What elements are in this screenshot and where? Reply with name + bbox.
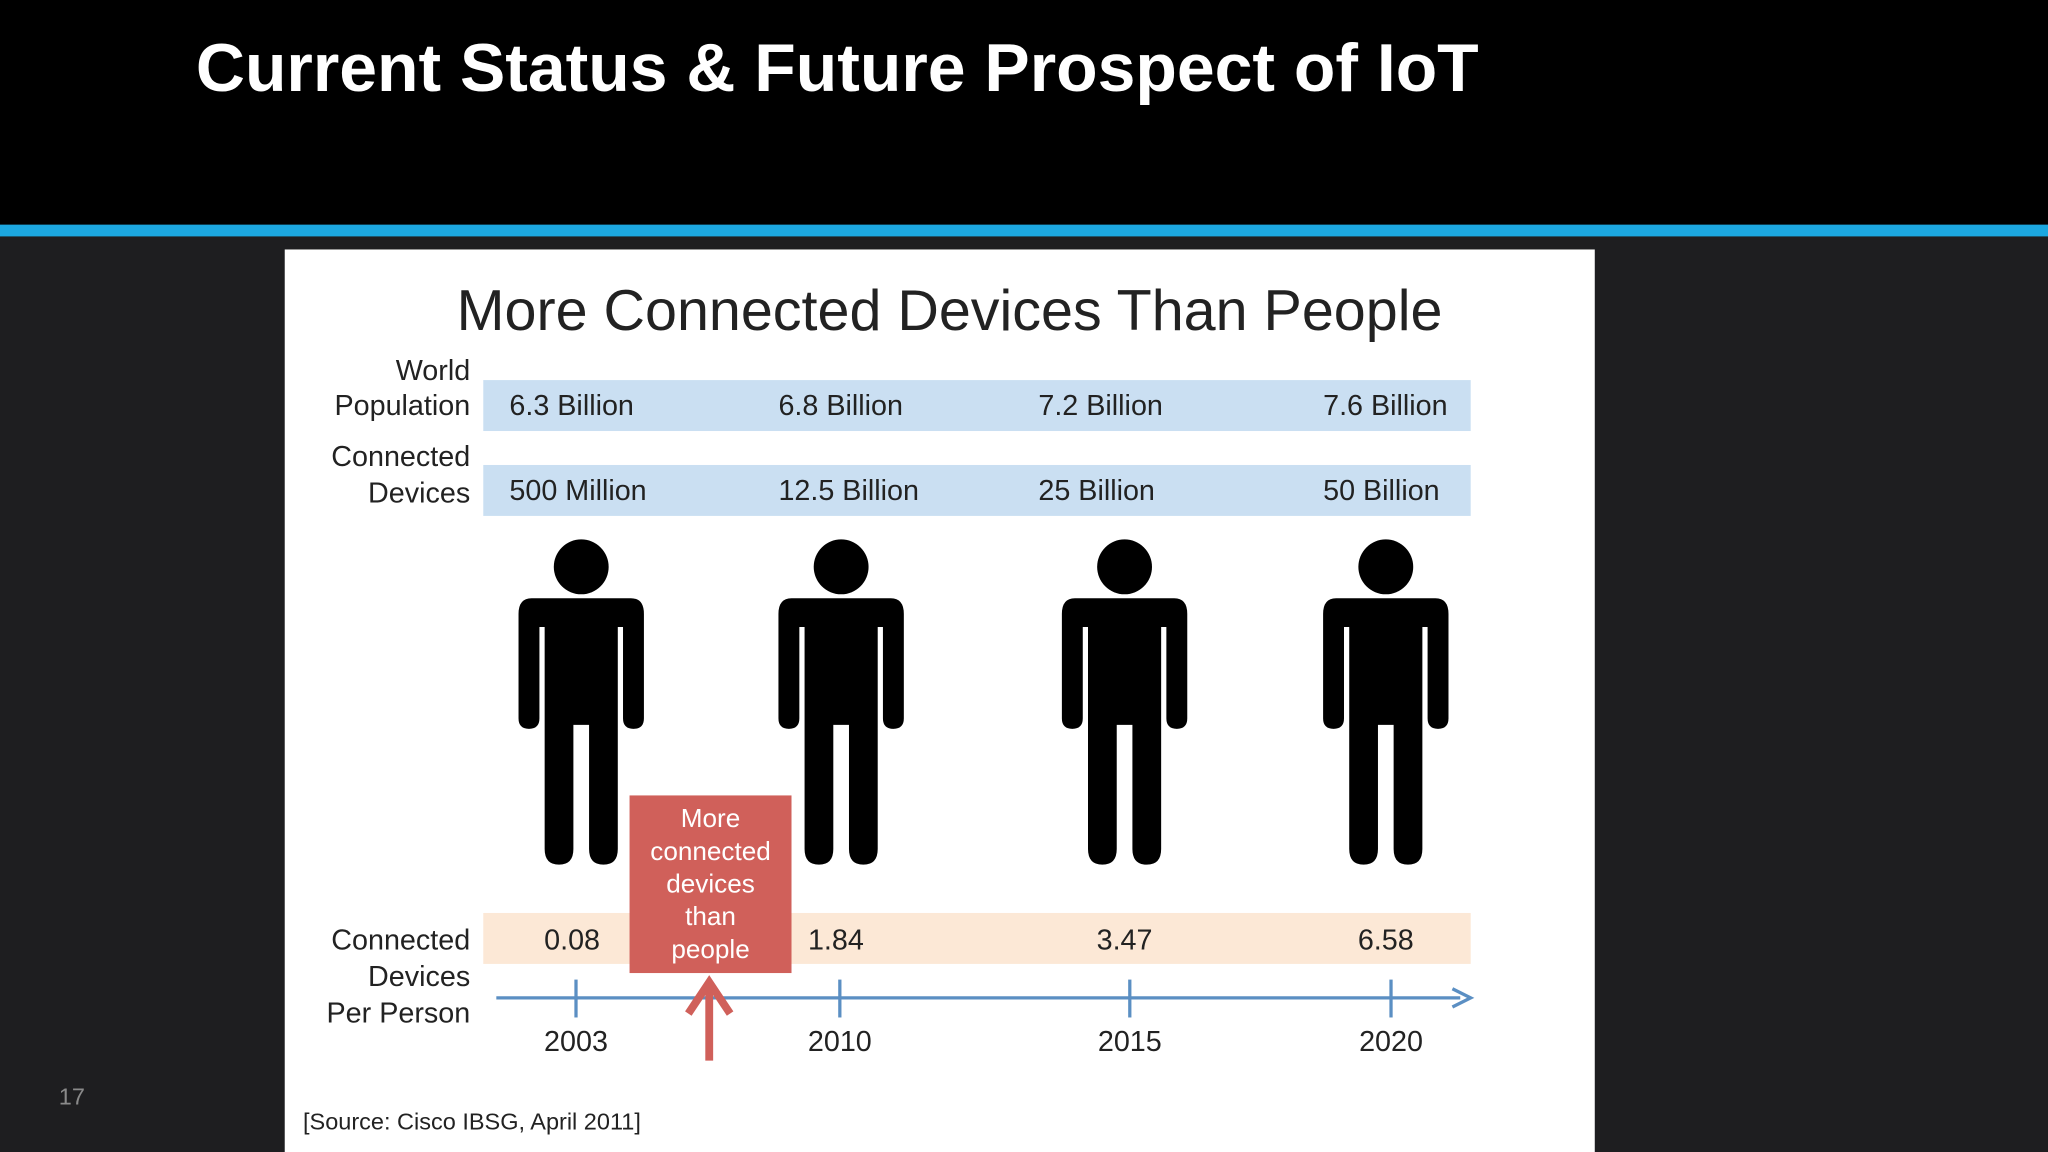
person-body — [778, 598, 904, 865]
header-bar — [0, 0, 2048, 225]
year-label: 2015 — [1098, 1026, 1162, 1058]
person-body — [1061, 598, 1188, 865]
row-label: Connected — [331, 441, 470, 473]
row-value: 6.3 Billion — [509, 390, 634, 422]
year-label: 2020 — [1359, 1026, 1423, 1058]
year-label: 2003 — [544, 1026, 608, 1058]
callout-box — [629, 795, 792, 974]
year-label: 2010 — [808, 1026, 872, 1058]
page-number: 17 — [59, 1084, 85, 1110]
row-label: Population — [334, 390, 470, 422]
callout-text: than — [685, 901, 736, 931]
per-person-value: 3.47 — [1097, 924, 1153, 956]
figures — [518, 539, 1449, 865]
person-head — [1097, 539, 1152, 595]
population-band — [483, 380, 1471, 432]
infographic-title: More Connected Devices Than People — [457, 279, 1443, 343]
slide-title: Current Status & Future Prospect of IoT — [196, 31, 1479, 106]
per-person-value: 6.58 — [1358, 924, 1414, 956]
row-label: Devices — [368, 961, 470, 993]
per-person-value: 1.84 — [808, 924, 864, 956]
callout-arrowhead — [685, 975, 734, 1016]
callout-text: connected — [650, 836, 771, 866]
row-value: 25 Billion — [1038, 475, 1155, 507]
header-rule — [0, 224, 2048, 237]
row-label: Connected — [331, 924, 470, 956]
person-body — [1323, 598, 1449, 865]
source-note: [Source: Cisco IBSG, April 2011] — [303, 1108, 641, 1134]
devices-band — [483, 464, 1471, 516]
row-label: Devices — [368, 478, 470, 510]
row-label: World — [396, 355, 470, 387]
person-head — [1358, 539, 1414, 595]
row-value: 6.8 Billion — [778, 390, 903, 422]
row-value: 7.6 Billion — [1323, 390, 1448, 422]
callout-text: people — [671, 934, 749, 964]
callout-text: More — [681, 803, 741, 833]
row-value: 12.5 Billion — [778, 475, 919, 507]
person-head — [813, 539, 869, 595]
person-head — [553, 539, 609, 595]
row-value: 500 Million — [509, 475, 646, 507]
per-person-value: 0.08 — [544, 924, 600, 956]
row-value: 50 Billion — [1323, 475, 1440, 507]
row-value: 7.2 Billion — [1038, 390, 1163, 422]
callout-text: devices — [666, 868, 755, 898]
timeline-arrowhead — [1451, 987, 1475, 1009]
person-body — [518, 598, 644, 865]
row-label: Per Person — [327, 997, 471, 1029]
